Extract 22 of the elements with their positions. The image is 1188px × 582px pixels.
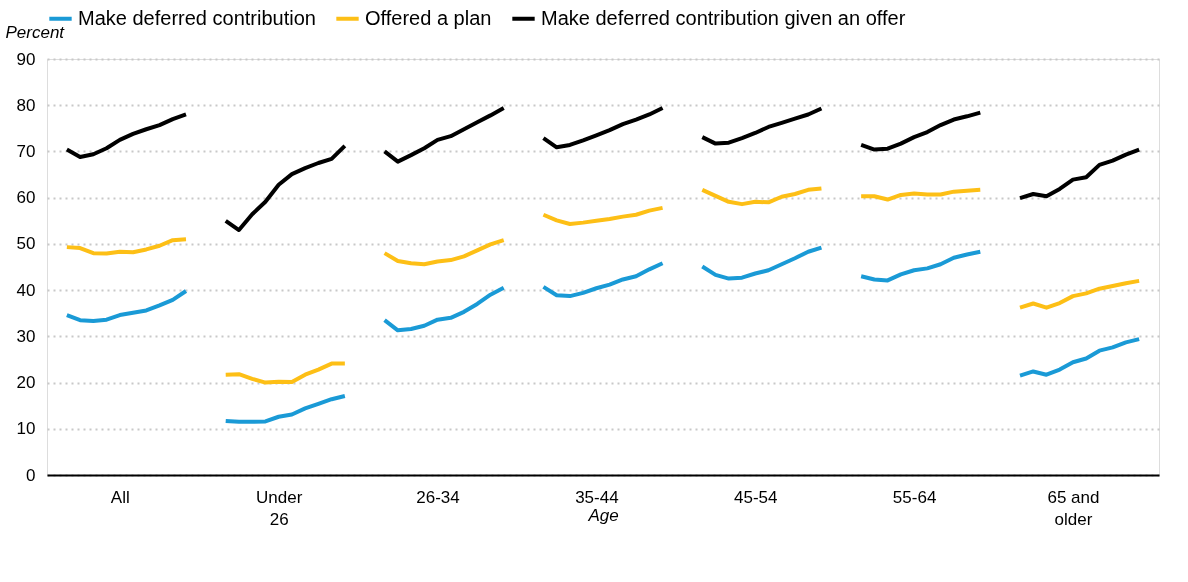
x-axis-title: Age	[587, 505, 619, 525]
legend-label: Make deferred contribution given an offer	[541, 6, 906, 29]
y-tick-label: 70	[16, 141, 36, 161]
x-tick-label: 45-54	[734, 487, 778, 507]
y-tick-label: 40	[16, 280, 36, 300]
x-tick-label: Under 26	[256, 487, 303, 529]
x-tick-label: 55-64	[892, 487, 937, 507]
y-tick-label: 80	[16, 95, 36, 115]
x-tick-label: 26-34	[416, 487, 460, 507]
y-tick-label: 60	[16, 188, 36, 208]
y-tick-label: 50	[16, 234, 36, 254]
y-tick-label: 10	[16, 419, 36, 439]
legend-label: Make deferred contribution	[78, 6, 316, 29]
y-tick-label: 20	[16, 373, 36, 393]
y-tick-label: 90	[16, 49, 36, 69]
x-tick-label: All	[110, 487, 130, 507]
x-tick-label: 65 and older	[1047, 487, 1100, 529]
legend-label: Offered a plan	[365, 6, 492, 29]
y-tick-label: 30	[16, 326, 36, 346]
y-axis-title: Percent	[5, 22, 66, 42]
x-tick-label: 35-44	[575, 487, 619, 507]
y-tick-label: 0	[26, 465, 36, 485]
